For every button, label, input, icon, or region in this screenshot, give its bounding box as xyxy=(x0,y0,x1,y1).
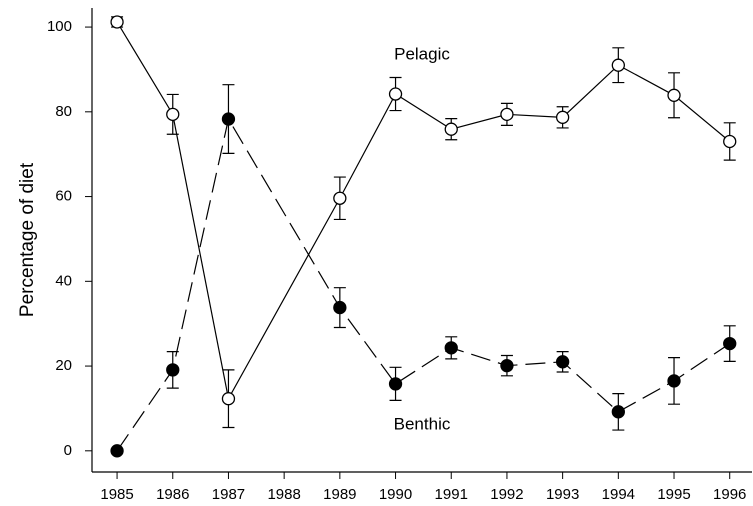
data-point xyxy=(555,355,570,369)
data-point xyxy=(388,87,403,101)
data-point xyxy=(667,88,681,102)
x-tick-label: 1988 xyxy=(267,486,300,503)
y-axis-label: Percentage of diet xyxy=(17,162,38,317)
data-point xyxy=(333,300,347,315)
x-tick-label: 1996 xyxy=(713,486,746,503)
data-point xyxy=(166,107,180,122)
data-point xyxy=(611,58,625,72)
data-point xyxy=(110,15,124,29)
data-point xyxy=(723,336,737,351)
data-point xyxy=(444,122,458,136)
data-point xyxy=(500,358,514,373)
x-tick-label: 1990 xyxy=(379,486,412,503)
y-tick-label: 80 xyxy=(55,103,72,120)
x-tick-label: 1992 xyxy=(490,486,523,503)
x-tick-label: 1994 xyxy=(602,486,635,503)
annotation: Benthic xyxy=(394,414,451,433)
data-point xyxy=(500,107,514,122)
data-point xyxy=(611,405,625,419)
series-line xyxy=(116,21,731,401)
y-tick-label: 100 xyxy=(47,18,72,35)
data-point xyxy=(555,110,570,124)
y-tick-label: 40 xyxy=(55,272,72,289)
x-tick-label: 1991 xyxy=(435,486,468,503)
data-point xyxy=(110,444,124,458)
data-point xyxy=(333,191,347,205)
data-point xyxy=(221,392,236,406)
data-point xyxy=(388,377,403,391)
x-tick-label: 1987 xyxy=(212,486,245,503)
x-tick-label: 1993 xyxy=(546,486,579,503)
y-tick-label: 0 xyxy=(64,442,72,459)
data-point xyxy=(221,112,236,126)
y-tick-label: 20 xyxy=(55,357,72,374)
annotation: Pelagic xyxy=(394,44,450,63)
x-tick-label: 1986 xyxy=(156,486,189,503)
x-tick-label: 1989 xyxy=(323,486,356,503)
x-tick-label: 1985 xyxy=(100,486,133,503)
series-line xyxy=(116,117,731,452)
data-point xyxy=(444,341,458,355)
x-tick-label: 1995 xyxy=(657,486,690,503)
y-tick-label: 60 xyxy=(55,188,72,205)
data-point xyxy=(166,363,180,377)
data-point xyxy=(723,134,737,149)
data-point xyxy=(667,374,681,388)
